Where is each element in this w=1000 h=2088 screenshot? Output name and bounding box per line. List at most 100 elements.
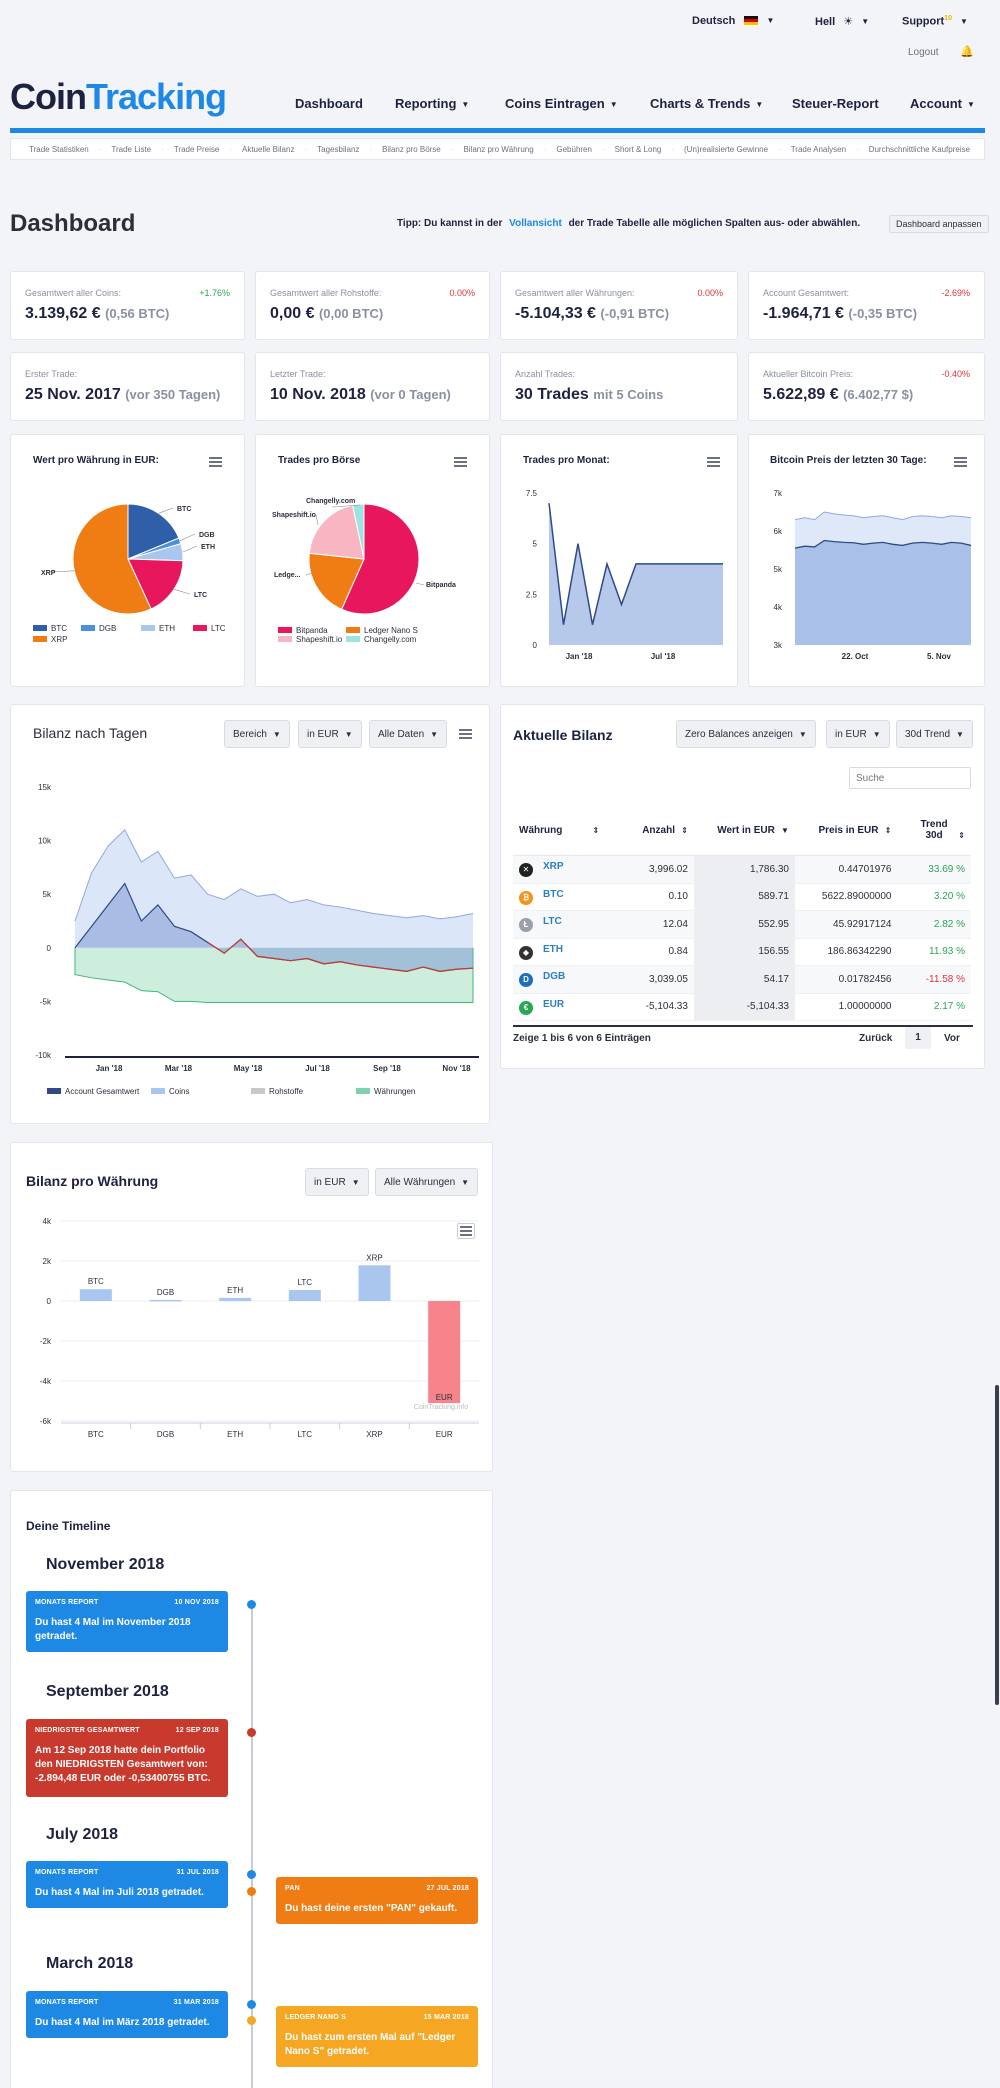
- coin-symbol[interactable]: LTC: [543, 916, 562, 928]
- language-selector[interactable]: Deutsch ▼: [692, 15, 774, 27]
- table-row[interactable]: ₿ BTC 0.10 589.71 5622.89000000 3.20 %: [513, 883, 971, 911]
- subnav-link[interactable]: Trade Analysen: [790, 144, 847, 154]
- theme-label: Hell: [815, 16, 836, 28]
- subnav-link[interactable]: Tagesbilanz: [317, 144, 360, 154]
- nav-coins-eintragen[interactable]: Coins Eintragen ▼: [505, 96, 618, 111]
- coin-symbol[interactable]: ETH: [543, 943, 563, 955]
- bell-icon[interactable]: 🔔: [960, 46, 974, 58]
- vollansicht-link[interactable]: Vollansicht: [509, 218, 562, 229]
- menu-icon[interactable]: [209, 457, 222, 467]
- nav-dashboard[interactable]: Dashboard: [295, 96, 363, 111]
- chart-menu-button[interactable]: [457, 1223, 475, 1239]
- event-date: 27 JUL 2018: [426, 1885, 469, 1892]
- subnav-link[interactable]: Trade Preise: [173, 144, 220, 154]
- coin-cell[interactable]: ◆ ETH: [513, 938, 625, 966]
- bar-label: ETH: [227, 1286, 243, 1295]
- next-page-button[interactable]: Vor: [944, 1033, 960, 1044]
- select-label: Alle Währungen: [384, 1176, 456, 1188]
- column-header[interactable]: Anzahl ⇕: [624, 813, 694, 856]
- y-tick-label: 5k: [774, 565, 783, 574]
- legend-swatch: [278, 627, 292, 633]
- subnav-link[interactable]: Trade Statistiken: [29, 144, 89, 154]
- dashboard-anpassen-button[interactable]: Dashboard anpassen: [889, 215, 989, 233]
- table-row[interactable]: Ł LTC 12.04 552.95 45.92917124 2.82 %: [513, 910, 971, 939]
- label-connector: [331, 504, 361, 508]
- stat-card: Aktueller Bitcoin Preis: 5.622,89 € (6.40…: [748, 352, 985, 421]
- coin-cell[interactable]: Ł LTC: [513, 910, 625, 939]
- coin-cell[interactable]: ✕ XRP: [513, 855, 625, 884]
- coin-symbol[interactable]: BTC: [543, 888, 564, 900]
- table-row[interactable]: ✕ XRP 3,996.02 1,786.30 0.44701976 33.69 %: [513, 855, 971, 884]
- account-negative-line: [207, 938, 474, 972]
- currency-slice: [127, 503, 180, 560]
- select-label: Alle Daten: [378, 728, 425, 740]
- trend-select[interactable]: 30d Trend ▼: [896, 720, 973, 748]
- waehrungen-select[interactable]: Alle Währungen ▼: [375, 1168, 479, 1196]
- y-tick-label: -2k: [40, 1337, 52, 1346]
- timeline-event-card[interactable]: NIEDRIGSTER GESAMTWERT 12 SEP 2018 Am 12 …: [26, 1719, 228, 1797]
- cointracking-logo[interactable]: CoinTracking: [10, 76, 227, 118]
- card-title: Aktuelle Bilanz: [513, 727, 613, 743]
- table-row[interactable]: ◆ ETH 0.84 156.55 186.86342290 11.93 %: [513, 938, 971, 966]
- timeline-event-card[interactable]: MONATS REPORT 31 MAR 2018 Du hast 4 Mal i…: [26, 1991, 228, 2038]
- menu-icon[interactable]: [454, 457, 467, 467]
- coin-symbol[interactable]: XRP: [543, 861, 564, 873]
- sort-desc-icon: ▼: [778, 825, 789, 835]
- timeline-event-card[interactable]: PAN 27 JUL 2018 Du hast deine ersten "PAN…: [276, 1877, 478, 1924]
- coin-symbol[interactable]: DGB: [543, 971, 566, 983]
- column-header[interactable]: Trend 30d ⇕: [897, 813, 971, 856]
- subnav-link[interactable]: Gebühren: [556, 144, 592, 154]
- bereich-select[interactable]: Bereich ▼: [224, 720, 290, 748]
- table-row[interactable]: D DGB 3,039.05 54.17 0.01782456 -11.58 %: [513, 965, 971, 994]
- stat-main-value: 3.139,62 €: [25, 305, 101, 322]
- subnav-link[interactable]: Bilanz pro Börse: [382, 144, 441, 154]
- coin-cell[interactable]: D DGB: [513, 965, 625, 994]
- coin-cell[interactable]: € EUR: [513, 993, 625, 1021]
- menu-icon[interactable]: [954, 457, 967, 467]
- zero-balances-select[interactable]: Zero Balances anzeigen ▼: [676, 720, 816, 748]
- trades-pro-boerse-card: Trades pro Börse Changelly.com Shapeshift…: [255, 434, 490, 687]
- timeline-event-card[interactable]: MONATS REPORT 10 NOV 2018 Du hast 4 Mal i…: [26, 1591, 228, 1652]
- y-tick-label: 4k: [43, 1217, 52, 1226]
- column-header[interactable]: Währung ⇕: [513, 813, 625, 856]
- daten-select[interactable]: Alle Daten ▼: [369, 720, 448, 748]
- page-number-button[interactable]: 1: [905, 1027, 931, 1049]
- event-date: 31 JUL 2018: [176, 1869, 219, 1876]
- column-header[interactable]: Wert in EUR ▼: [693, 813, 795, 856]
- logout-link[interactable]: Logout: [908, 47, 939, 58]
- menu-icon[interactable]: [459, 729, 472, 739]
- nav-account[interactable]: Account ▼: [910, 96, 975, 111]
- theme-selector[interactable]: Hell ☀ ▼: [815, 15, 869, 28]
- timeline-event-card[interactable]: LEDGER NANO S 15 MAR 2018 Du hast zum ers…: [276, 2006, 478, 2067]
- menu-icon[interactable]: [707, 457, 720, 467]
- search-input[interactable]: [849, 767, 971, 789]
- nav-charts-trends[interactable]: Charts & Trends ▼: [650, 96, 763, 111]
- chevron-down-icon: ▼: [766, 16, 775, 25]
- subnav-link[interactable]: Short & Long: [614, 144, 662, 154]
- subnav-link[interactable]: Aktuelle Bilanz: [241, 144, 295, 154]
- subnav-link[interactable]: Trade Liste: [111, 144, 152, 154]
- nav-steuer-report[interactable]: Steuer-Report: [792, 96, 879, 111]
- timeline-event-card[interactable]: MONATS REPORT 31 JUL 2018 Du hast 4 Mal i…: [26, 1861, 228, 1908]
- y-tick-label: -6k: [40, 1417, 52, 1426]
- subnav-link[interactable]: Durchschnittliche Kaufpreise: [868, 144, 971, 154]
- support-menu[interactable]: Support10 ▼: [902, 15, 968, 28]
- coin-cell[interactable]: ₿ BTC: [513, 883, 625, 911]
- select-label: in EUR: [835, 728, 867, 740]
- nav-reporting[interactable]: Reporting ▼: [395, 96, 469, 111]
- stat-card: Letzter Trade: 10 Nov. 2018 (vor 0 Tagen): [255, 352, 490, 421]
- stat-value: 25 Nov. 2017 (vor 350 Tagen): [25, 386, 220, 404]
- chevron-down-icon: ▼: [872, 729, 881, 739]
- stat-card: Gesamtwert aller Rohstoffe: 0,00 € (0,00 …: [255, 271, 490, 340]
- currency-select[interactable]: in EUR ▼: [305, 1168, 369, 1196]
- prev-page-button[interactable]: Zurück: [859, 1033, 893, 1044]
- subnav-link[interactable]: (Un)realisierte Gewinne: [684, 144, 769, 154]
- currency-select[interactable]: in EUR ▼: [298, 720, 362, 748]
- coin-symbol[interactable]: EUR: [543, 998, 565, 1010]
- table-row[interactable]: € EUR -5,104.33 -5,104.33 1.00000000 2.17 %: [513, 993, 971, 1021]
- currency-select[interactable]: in EUR ▼: [826, 720, 890, 748]
- chevron-down-icon: ▼: [272, 729, 281, 739]
- subnav-link[interactable]: Bilanz pro Währung: [463, 144, 534, 154]
- scrollbar-thumb[interactable]: [995, 1385, 999, 1705]
- column-header[interactable]: Preis in EUR ⇕: [794, 813, 898, 856]
